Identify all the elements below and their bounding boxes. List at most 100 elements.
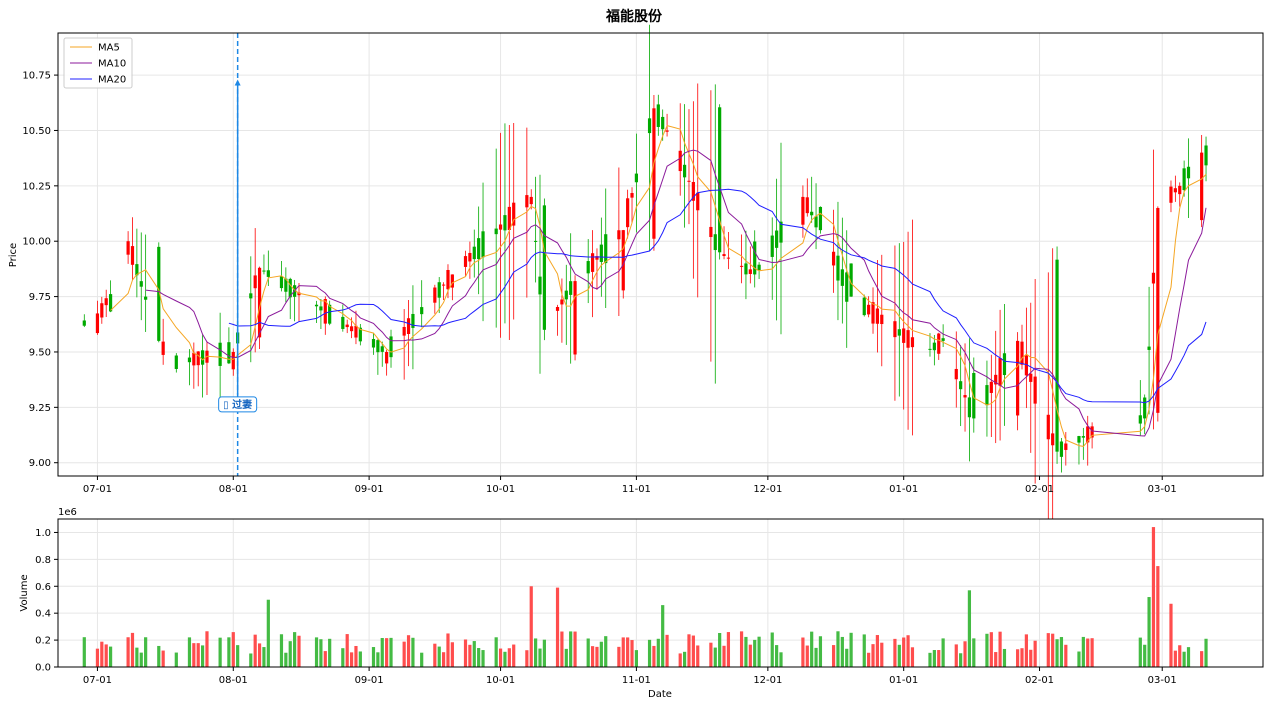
volume-bar xyxy=(503,651,507,667)
candle-body xyxy=(678,150,682,172)
volume-bar xyxy=(266,599,270,667)
volume-bar xyxy=(617,646,621,667)
candle-body xyxy=(621,230,625,291)
candle-body xyxy=(472,246,476,260)
candle-body xyxy=(590,253,595,272)
candle-body xyxy=(713,234,717,251)
volume-bar xyxy=(323,651,327,667)
volume-bar xyxy=(867,652,871,667)
volume-bar xyxy=(709,642,713,667)
candle-body xyxy=(253,275,257,289)
legend-label: MA5 xyxy=(98,43,120,54)
candle-body xyxy=(341,316,345,329)
volume-x-tick-label: 01-01 xyxy=(889,675,918,686)
volume-bar xyxy=(442,652,446,667)
candle-body xyxy=(130,246,135,265)
candle-body xyxy=(314,304,319,307)
candle-body xyxy=(1077,436,1081,443)
volume-bar xyxy=(1086,638,1090,667)
candle-body xyxy=(463,256,468,267)
volume-bar xyxy=(1059,637,1064,667)
volume-bar xyxy=(998,631,1002,667)
volume-bar xyxy=(218,637,222,667)
volume-bar xyxy=(95,648,100,667)
candle-body xyxy=(498,224,503,230)
price-x-tick-label: 11-01 xyxy=(622,484,651,495)
volume-bar xyxy=(573,631,577,667)
volume-bar xyxy=(354,645,358,667)
candle-body xyxy=(1143,397,1147,419)
volume-bar xyxy=(713,647,717,667)
candle-body xyxy=(262,270,266,272)
volume-bar xyxy=(328,638,332,667)
volume-bar xyxy=(989,632,993,667)
volume-bar xyxy=(1178,645,1182,667)
volume-bar xyxy=(744,636,748,667)
candle-body xyxy=(555,306,560,311)
candle-body xyxy=(1051,433,1055,446)
legend: MA5 MA10 MA20 xyxy=(63,37,133,89)
candle-body xyxy=(757,264,761,271)
volume-x-tick-label: 12-01 xyxy=(753,675,782,686)
volume-bar xyxy=(775,645,779,667)
price-x-tick-label: 01-01 xyxy=(889,484,918,495)
candle-body xyxy=(683,164,687,178)
volume-bar xyxy=(880,642,884,667)
volume-bar xyxy=(696,645,700,667)
volume-bar xyxy=(840,636,844,667)
candle-body xyxy=(385,351,389,364)
candle-body xyxy=(937,333,941,354)
volume-bar xyxy=(279,634,284,667)
volume-bar xyxy=(1204,638,1208,667)
candle-body xyxy=(503,215,507,231)
volume-bar xyxy=(411,637,415,667)
candle-body xyxy=(932,342,936,351)
candle-body xyxy=(849,263,853,297)
volume-bar xyxy=(805,645,809,667)
candle-body xyxy=(450,274,454,288)
volume-bar xyxy=(196,643,200,667)
candle-body xyxy=(998,358,1002,386)
volume-bar xyxy=(937,650,941,667)
price-x-tick-label: 10-01 xyxy=(486,484,515,495)
candle-body xyxy=(389,336,393,358)
candle-body xyxy=(1016,340,1020,416)
volume-x-tick-label: 02-01 xyxy=(1025,675,1054,686)
candle-body xyxy=(941,338,945,341)
candle-body xyxy=(691,181,695,201)
candle-body xyxy=(744,263,748,275)
candle-body xyxy=(726,257,731,259)
volume-bar xyxy=(1002,648,1007,667)
candle-body xyxy=(1186,166,1191,179)
volume-bar xyxy=(293,632,297,667)
volume-bar xyxy=(959,653,963,667)
volume-bar xyxy=(1029,649,1033,667)
candle-body xyxy=(354,325,358,338)
candle-body xyxy=(161,341,165,355)
volume-bar xyxy=(972,638,976,667)
candle-body xyxy=(814,216,818,228)
volume-bar xyxy=(932,650,936,667)
ma10-line xyxy=(145,149,1207,437)
volume-bar xyxy=(770,632,774,667)
legend-box xyxy=(63,37,133,89)
volume-bar xyxy=(814,647,818,667)
candle-body xyxy=(187,357,192,363)
volume-bar xyxy=(187,637,192,667)
volume-bar xyxy=(1046,633,1050,667)
price-plot-background xyxy=(58,33,1263,476)
candle-body xyxy=(420,307,424,315)
volume-bar xyxy=(1064,644,1068,667)
candle-body xyxy=(647,118,652,134)
volume-bar xyxy=(104,644,108,667)
candle-body xyxy=(779,221,783,243)
volume-bar xyxy=(678,653,682,667)
volume-x-tick-label: 03-01 xyxy=(1148,675,1177,686)
volume-bar xyxy=(569,631,573,667)
volume-bar xyxy=(1090,638,1094,667)
volume-bar xyxy=(656,638,660,667)
candle-body xyxy=(1024,355,1028,376)
volume-bar xyxy=(928,652,932,667)
candle-body xyxy=(564,290,568,300)
volume-bar xyxy=(358,651,362,667)
